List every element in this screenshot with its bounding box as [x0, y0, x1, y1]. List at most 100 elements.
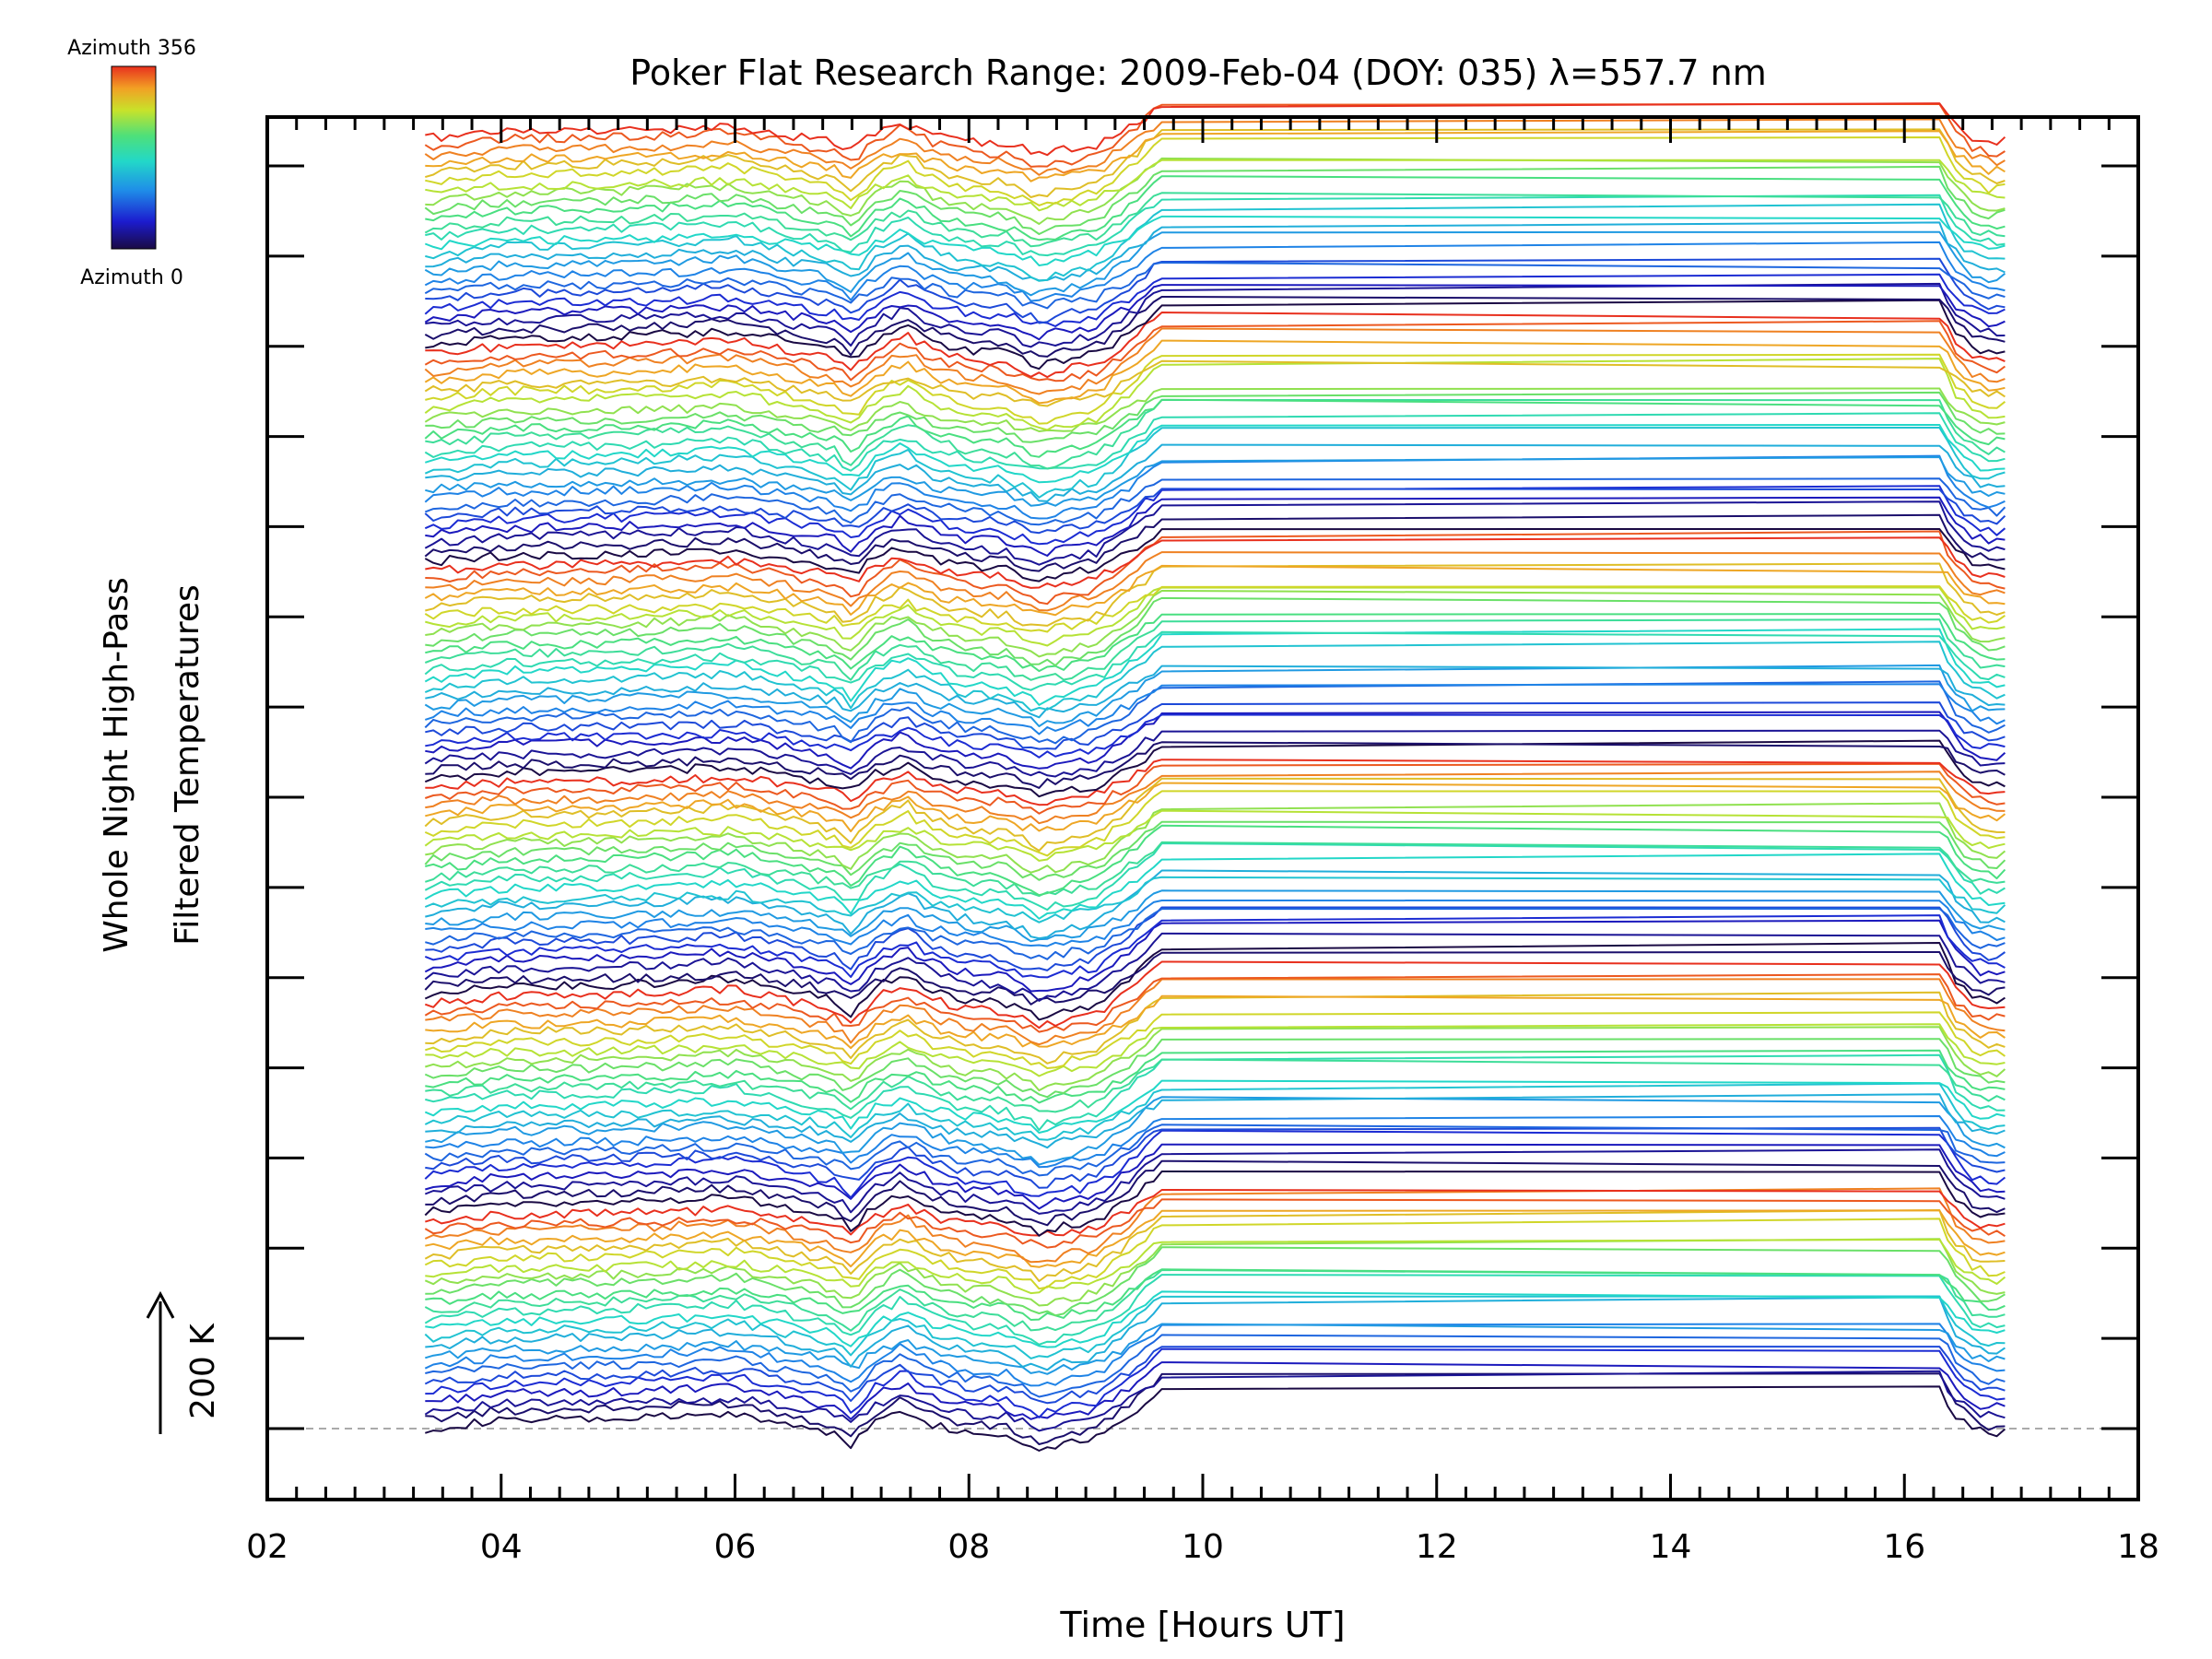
series-line: [425, 221, 2006, 282]
series-line: [425, 824, 2006, 897]
series-line: [424, 790, 2006, 857]
series-line: [424, 664, 2006, 727]
series-line: [424, 1129, 2006, 1199]
series-line: [425, 1334, 2006, 1398]
series-line: [425, 128, 2006, 198]
y-axis-label-line1: Whole Night High-Pass: [98, 577, 135, 953]
series-line: [424, 192, 2006, 248]
series-line: [425, 1096, 2006, 1166]
series-line: [425, 1049, 2006, 1104]
series-line: [424, 739, 2006, 798]
series-line: [424, 1171, 2006, 1237]
series-line: [425, 536, 2006, 589]
series-line: [424, 485, 2006, 546]
series-line: [424, 412, 2006, 472]
series-line: [425, 1385, 2006, 1452]
series-line: [424, 777, 2006, 852]
series-line: [425, 596, 2006, 667]
series-line: [424, 1269, 2006, 1332]
series-line: [424, 630, 2006, 691]
x-tick-label: 02: [246, 1528, 288, 1566]
series-line: [424, 942, 2006, 1021]
series-line: [425, 1290, 2006, 1348]
series-line: [425, 713, 2006, 759]
series-line: [425, 1372, 2006, 1445]
series-line: [425, 353, 2006, 425]
series-line: [425, 1011, 2006, 1069]
series-line: [425, 456, 2006, 507]
series-line: [424, 273, 2006, 327]
chart-title: Poker Flat Research Range: 2009-Feb-04 (…: [629, 53, 1766, 93]
series-line: [425, 530, 2006, 606]
series-line: [425, 994, 2006, 1050]
series-line: [425, 590, 2006, 658]
series-line: [424, 842, 2006, 912]
series-line: [425, 1143, 2006, 1210]
series-line: [424, 1295, 2006, 1359]
series-line: [425, 136, 2006, 206]
series-line: [425, 900, 2006, 947]
series-line: [425, 1361, 2006, 1420]
series-line: [425, 424, 2006, 484]
series-line: [425, 551, 2006, 612]
series-line: [425, 194, 2006, 257]
series-line: [424, 358, 2006, 431]
colorbar-top-label: Azimuth 356: [67, 37, 196, 60]
series-line: [425, 991, 2006, 1065]
series-line: [425, 496, 2006, 557]
series-line: [424, 919, 2006, 993]
series-line: [424, 427, 2006, 499]
series-line: [424, 241, 2006, 302]
series-line: [425, 771, 2006, 825]
series-line: [425, 130, 2006, 182]
series-line: [424, 513, 2006, 572]
series-line: [424, 1148, 2006, 1215]
series-line: [425, 1026, 2006, 1092]
series-line: [425, 159, 2006, 212]
x-tick-label: 06: [714, 1528, 757, 1566]
series-line: [425, 1246, 2006, 1317]
series-line: [425, 869, 2006, 940]
series-line: [424, 680, 2006, 745]
series-line: [424, 618, 2006, 681]
series-line: [424, 914, 2006, 979]
series-line: [425, 741, 2006, 789]
series-line: [424, 1346, 2006, 1405]
series-line: [425, 1209, 2006, 1268]
series-line: [424, 585, 2006, 633]
series-line: [424, 973, 2006, 1033]
series-line: [424, 528, 2006, 582]
series-line: [425, 1268, 2006, 1321]
series-line: [425, 1115, 2006, 1169]
series-line: [424, 1187, 2006, 1264]
series-line: [424, 628, 2006, 706]
series-line: [425, 1238, 2006, 1295]
series-line: [424, 1370, 2006, 1432]
series-line: [424, 320, 2006, 382]
series-line: [425, 1058, 2006, 1113]
series-line: [424, 454, 2006, 520]
series-line: [424, 398, 2006, 458]
series-layer: [424, 102, 2006, 1452]
series-line: [424, 261, 2006, 310]
series-line: [425, 203, 2006, 282]
series-line: [424, 820, 2006, 881]
series-line: [424, 102, 2006, 168]
series-line: [425, 906, 2006, 971]
series-line: [424, 215, 2006, 266]
series-line: [424, 641, 2006, 712]
series-line: [425, 1053, 2006, 1132]
x-tick-label: 08: [947, 1528, 990, 1566]
series-line: [425, 665, 2006, 719]
series-line: [424, 477, 2006, 526]
series-line: [425, 1347, 2006, 1418]
series-line: [424, 1238, 2006, 1307]
series-line: [424, 118, 2006, 176]
scale-bar: 200 K: [146, 1290, 222, 1434]
series-line: [424, 1218, 2006, 1290]
x-tick-label: 12: [1416, 1528, 1458, 1566]
series-line: [424, 1209, 2006, 1282]
series-line: [425, 312, 2006, 379]
series-line: [425, 257, 2006, 324]
